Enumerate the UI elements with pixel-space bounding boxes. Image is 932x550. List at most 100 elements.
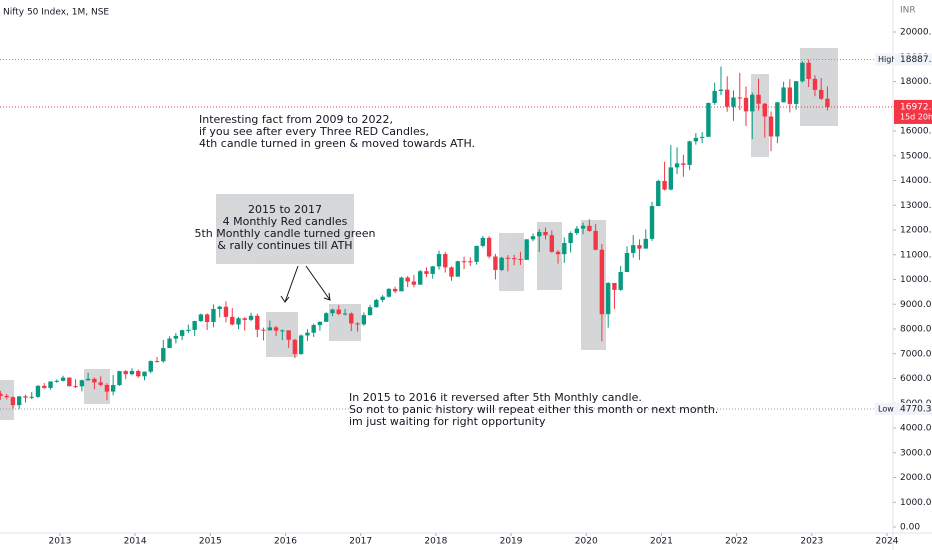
candle-body — [48, 381, 53, 388]
candle-body — [405, 277, 410, 282]
candle-body — [706, 102, 711, 137]
candle-body — [280, 330, 285, 332]
y-tick-label: 1000.00 — [900, 498, 932, 508]
candle-body — [142, 371, 147, 377]
highlight-box — [0, 380, 14, 420]
candle-body — [656, 180, 661, 207]
candle-body — [537, 231, 542, 237]
candle-body — [424, 271, 429, 274]
candle-body — [167, 338, 172, 349]
candle-body — [449, 267, 454, 277]
annotation: In 2015 to 2016 it reversed after 5th Mo… — [349, 391, 642, 404]
candle-body — [474, 245, 479, 262]
candle-body — [612, 282, 617, 290]
y-tick-label: 15000.00 — [900, 151, 932, 161]
line-tag — [875, 402, 894, 415]
currency: INR — [900, 6, 916, 16]
line-value: 4770.35 — [900, 404, 932, 414]
candle-body — [555, 251, 561, 255]
candle-body — [129, 370, 135, 375]
annotation: im just waiting for right opportunity — [349, 415, 546, 428]
candle-body — [248, 315, 254, 320]
candle-body — [311, 325, 316, 333]
candle-body — [67, 377, 72, 387]
line-name: Low — [878, 404, 894, 413]
x-tick-label: 2016 — [274, 537, 297, 547]
candle-body — [580, 225, 586, 229]
candle-body — [512, 258, 517, 260]
x-tick-label: 2015 — [199, 537, 222, 547]
y-tick-label: 2000.00 — [900, 473, 932, 483]
annotation: 2015 to 2017 — [248, 203, 322, 216]
candle-body — [230, 316, 235, 325]
candle-body — [85, 378, 91, 381]
candle-body — [355, 323, 360, 325]
chart-title: Nifty 50 Index, 1M, NSE — [3, 8, 109, 18]
x-tick-label: 2017 — [349, 537, 372, 547]
candle-body — [775, 102, 780, 137]
annotation: 4th candle turned in green & moved towar… — [199, 137, 475, 150]
candle-body — [399, 277, 404, 292]
candle-body — [418, 271, 423, 285]
candle-body — [42, 385, 47, 388]
candle-body — [750, 94, 755, 112]
candle-body — [298, 335, 304, 355]
candle-body — [718, 89, 724, 91]
line-tag — [875, 53, 894, 66]
y-tick-label: 6000.00 — [900, 374, 932, 384]
candle-body — [618, 272, 623, 290]
candle-body — [161, 348, 166, 362]
candle-body — [781, 87, 786, 103]
candle-body — [286, 330, 291, 340]
arrow — [280, 265, 299, 303]
candle-body — [605, 282, 611, 315]
x-tick-label: 2022 — [725, 537, 748, 547]
candle-body — [637, 245, 642, 249]
candle-body — [60, 377, 66, 381]
y-tick-label: 9000.00 — [900, 300, 932, 310]
candle-body — [305, 332, 310, 336]
candle-body — [54, 380, 59, 382]
arrow — [305, 265, 331, 301]
annotation: if you see after every Three RED Candles… — [199, 125, 429, 138]
candle-body — [292, 339, 298, 355]
candle-body — [386, 288, 392, 297]
x-tick-label: 2021 — [650, 537, 673, 547]
candle-body — [812, 78, 818, 90]
candle-body — [242, 318, 247, 320]
candle-body — [73, 386, 78, 388]
candle-body — [330, 309, 335, 314]
candle-body — [674, 163, 680, 168]
note-box — [216, 194, 354, 264]
annotation: 5th Monthly candle turned green — [195, 227, 376, 240]
annotation: & rally continues till ATH — [217, 239, 352, 252]
y-tick-label: 4000.00 — [900, 424, 932, 434]
candle-body — [593, 230, 598, 250]
candle-body — [499, 257, 504, 270]
y-tick-label: 16000.00 — [900, 127, 932, 137]
candle-body — [255, 315, 260, 330]
candle-body — [104, 384, 110, 392]
y-tick-label: 12000.00 — [900, 226, 932, 236]
x-tick-label: 2013 — [48, 537, 71, 547]
y-tick-label: 10000.00 — [900, 275, 932, 285]
candle-body — [204, 314, 210, 322]
candle-body — [117, 371, 122, 386]
candle-body — [4, 395, 9, 398]
candle-body — [436, 254, 442, 267]
candle-body — [505, 257, 511, 259]
countdown: 15d 20h — [900, 112, 932, 121]
candle-body — [123, 371, 128, 375]
candle-body — [587, 225, 592, 231]
x-tick-label: 2020 — [575, 537, 598, 547]
candle-body — [367, 307, 373, 316]
candle-body — [267, 327, 273, 331]
candle-body — [662, 180, 667, 190]
candle-body — [16, 396, 22, 406]
candle-body — [693, 137, 699, 142]
candle-body — [79, 380, 85, 387]
candle-body — [681, 163, 686, 165]
candle-body — [486, 237, 492, 257]
y-tick-label: 3000.00 — [900, 448, 932, 458]
